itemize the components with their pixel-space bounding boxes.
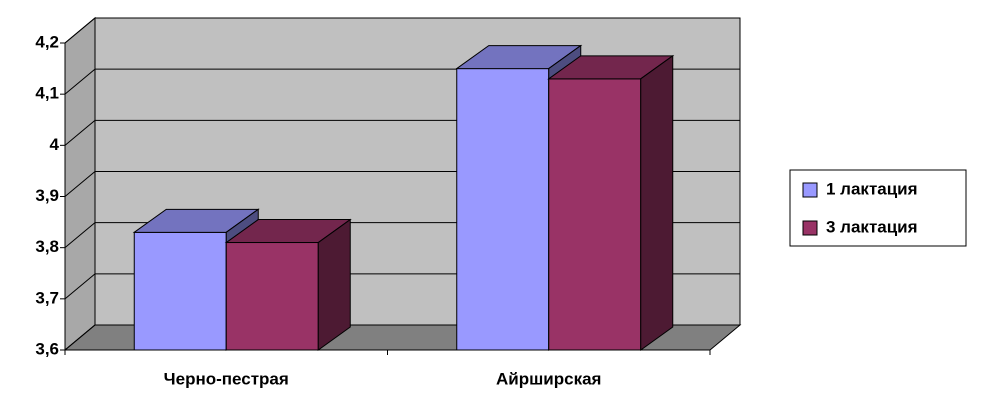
y-tick-label: 3,8 bbox=[35, 237, 59, 256]
bar bbox=[456, 68, 550, 351]
bar-side bbox=[640, 54, 674, 351]
y-tick-label: 4,1 bbox=[35, 84, 59, 103]
x-tick-label: Черно-пестрая bbox=[164, 369, 289, 388]
legend-swatch bbox=[802, 182, 818, 198]
legend: 1 лактация 3 лактация bbox=[789, 169, 967, 247]
y-tick-label: 3,9 bbox=[35, 186, 59, 205]
y-tick-label: 4 bbox=[50, 135, 60, 154]
legend-swatch bbox=[802, 220, 818, 236]
bar bbox=[225, 242, 319, 351]
x-tick-label: Айрширская bbox=[496, 369, 601, 388]
y-tick-label: 3,7 bbox=[35, 288, 59, 307]
y-tick-label: 4,2 bbox=[35, 32, 59, 51]
y-tick-label: 3,6 bbox=[35, 339, 59, 358]
bar bbox=[548, 78, 642, 351]
legend-label: 1 лактация bbox=[826, 179, 918, 198]
bar-side bbox=[317, 218, 351, 351]
legend-label: 3 лактация bbox=[826, 217, 918, 236]
bar bbox=[133, 231, 227, 351]
grid-line bbox=[64, 17, 740, 44]
legend-box bbox=[789, 169, 967, 247]
